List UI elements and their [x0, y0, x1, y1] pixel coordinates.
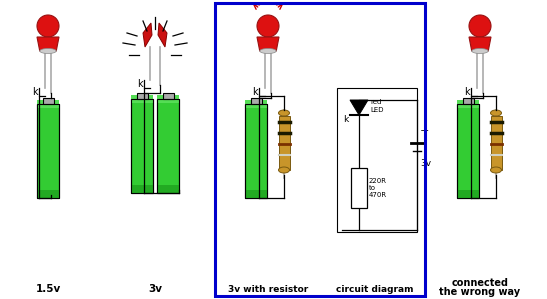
Ellipse shape	[278, 167, 289, 173]
Polygon shape	[350, 100, 368, 115]
Ellipse shape	[469, 15, 491, 37]
Bar	[457, 104, 479, 198]
Bar	[251, 98, 261, 104]
Ellipse shape	[278, 110, 289, 116]
Text: the wrong way: the wrong way	[439, 287, 521, 297]
Ellipse shape	[491, 110, 502, 116]
Ellipse shape	[37, 15, 59, 37]
Bar	[131, 99, 153, 193]
Polygon shape	[469, 37, 491, 51]
Bar	[491, 116, 502, 170]
Ellipse shape	[257, 15, 279, 37]
Text: connected: connected	[451, 278, 509, 288]
Ellipse shape	[491, 167, 502, 173]
Bar	[131, 95, 153, 103]
Text: red
LED: red LED	[370, 100, 383, 112]
Bar	[463, 98, 474, 104]
Bar	[457, 104, 479, 198]
Text: circuit diagram: circuit diagram	[336, 285, 414, 294]
Bar	[131, 185, 153, 193]
Bar	[278, 116, 289, 170]
Bar	[351, 168, 367, 208]
Text: 3v: 3v	[148, 284, 162, 294]
Bar	[215, 3, 425, 296]
Bar	[157, 185, 179, 193]
Bar	[131, 99, 153, 193]
Text: 220R
to
470R: 220R to 470R	[369, 178, 387, 198]
Bar	[37, 104, 59, 198]
Bar	[245, 104, 267, 198]
Text: k: k	[252, 87, 258, 97]
Bar	[157, 95, 179, 103]
Polygon shape	[37, 37, 59, 51]
Bar	[137, 93, 148, 99]
Text: k: k	[344, 115, 348, 124]
Bar	[37, 104, 59, 198]
Ellipse shape	[40, 48, 56, 54]
Text: k: k	[464, 87, 470, 97]
Bar	[337, 88, 417, 232]
Polygon shape	[143, 23, 152, 47]
Bar	[245, 104, 267, 198]
Polygon shape	[158, 23, 167, 47]
Text: k: k	[137, 79, 143, 89]
Text: 1.5v: 1.5v	[36, 284, 61, 294]
Ellipse shape	[260, 48, 276, 54]
Bar	[37, 100, 59, 108]
Bar	[43, 98, 54, 104]
Ellipse shape	[472, 48, 488, 54]
Bar	[157, 99, 179, 193]
Bar	[245, 190, 267, 198]
Bar	[457, 100, 479, 108]
Text: +: +	[420, 126, 429, 136]
Text: 3v with resistor: 3v with resistor	[228, 285, 308, 294]
Bar	[37, 190, 59, 198]
Bar	[245, 100, 267, 108]
Bar	[157, 99, 179, 193]
Text: k: k	[32, 87, 38, 97]
Bar	[162, 93, 173, 99]
Polygon shape	[257, 37, 279, 51]
Bar	[457, 190, 479, 198]
Text: 3v: 3v	[420, 158, 431, 167]
